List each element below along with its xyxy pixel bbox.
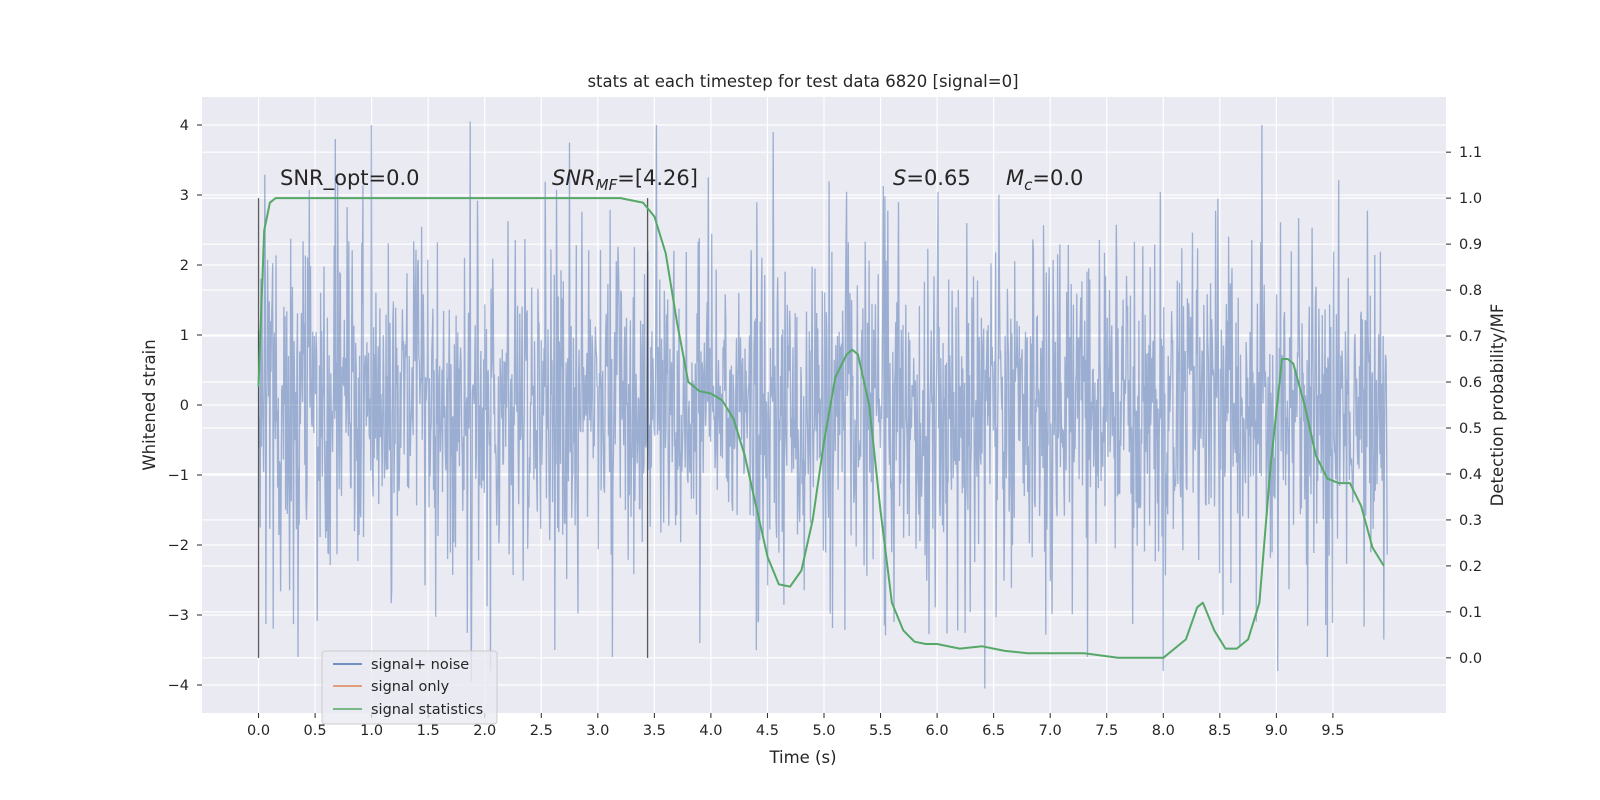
x-tick-label: 9.5: [1321, 723, 1344, 739]
annotation-mc: Mc=0.0: [1006, 166, 1083, 194]
x-tick-label: 5.0: [812, 723, 835, 739]
y-tick-label-right: 0.5: [1459, 421, 1482, 437]
x-tick-label: 7.5: [1095, 723, 1118, 739]
y-tick-label-left: 2: [180, 258, 189, 274]
x-tick-label: 5.5: [869, 723, 892, 739]
y-tick-label-left: 3: [180, 188, 189, 204]
y-tick-label-right: 0.0: [1459, 651, 1482, 667]
mc-subscript: c: [1024, 176, 1033, 194]
marker-lines: [257, 198, 649, 658]
snr-mf-value: =[4.26]: [617, 166, 698, 190]
legend-label-signal-noise: signal+ noise: [371, 657, 469, 673]
chart-title: stats at each timestep for test data 682…: [587, 72, 1018, 91]
y-tick-label-left: −4: [168, 678, 189, 694]
y-tick-label-left: 1: [180, 328, 189, 344]
x-tick-label: 2.0: [473, 723, 496, 739]
legend-label-signal-statistics: signal statistics: [371, 702, 483, 718]
x-tick-label: 0.5: [304, 723, 327, 739]
x-tick-label: 4.0: [699, 723, 722, 739]
x-axis-ticks: 0.0 0.5 1.0 1.5 2.0 2.5 3.0 3.5 4.0 4.5 5.0 5.5 6.0 6…: [247, 713, 1344, 739]
y-axis-label-left: Whitened strain: [140, 339, 159, 470]
x-tick-label: 4.5: [756, 723, 779, 739]
s-symbol: S: [893, 166, 906, 190]
y-tick-label-right: 1.0: [1459, 191, 1482, 207]
x-tick-label: 8.0: [1152, 723, 1175, 739]
right-axis-ticks: 0.0 0.1 0.2 0.3 0.4 0.5 0.6 0.7 0.8 0.9 1.0 1.1: [1446, 145, 1482, 667]
y-tick-label-right: 0.8: [1459, 283, 1482, 299]
y-tick-label-right: 0.9: [1459, 237, 1482, 253]
signal-statistics-series: [257, 197, 1385, 659]
x-tick-label: 1.0: [360, 723, 383, 739]
x-tick-label: 0.0: [247, 723, 270, 739]
signal-statistics-line: [257, 197, 1385, 659]
y-tick-label-right: 0.2: [1459, 559, 1482, 575]
snr-mf-symbol: SNR: [552, 166, 596, 190]
y-axis-label-right: Detection probability/MF: [1488, 304, 1507, 507]
y-tick-label-right: 0.6: [1459, 375, 1482, 391]
x-tick-label: 1.5: [417, 723, 440, 739]
y-tick-label-left: −1: [168, 468, 189, 484]
annotations: SNR_opt=0.0 SNRMF=[4.26] S=0.65 Mc=0.0: [280, 166, 1083, 194]
signal-noise-series: [257, 121, 1388, 689]
y-tick-label-right: 1.1: [1459, 145, 1482, 161]
y-tick-label-right: 0.3: [1459, 513, 1482, 529]
legend-box: [321, 650, 498, 725]
y-tick-label-left: −2: [168, 538, 189, 554]
left-axis-ticks: −4 −3 −2 −1 0 1 2 3 4: [168, 118, 202, 694]
y-tick-label-right: 0.7: [1459, 329, 1482, 345]
annotation-s: S=0.65: [893, 166, 971, 190]
annotation-snr-mf: SNRMF=[4.26]: [552, 166, 698, 194]
x-axis-label: Time (s): [768, 748, 836, 767]
mc-value: =0.0: [1032, 166, 1083, 190]
mc-symbol: M: [1006, 166, 1024, 190]
x-tick-label: 7.0: [1039, 723, 1062, 739]
x-tick-label: 3.0: [586, 723, 609, 739]
signal-noise-line: [257, 121, 1388, 689]
legend: signal+ noise signal only signal statist…: [321, 650, 498, 725]
legend-label-signal-only: signal only: [371, 679, 450, 695]
x-tick-label: 6.0: [926, 723, 949, 739]
x-tick-label: 9.0: [1265, 723, 1288, 739]
y-tick-label-right: 0.1: [1459, 605, 1482, 621]
x-tick-label: 3.5: [643, 723, 666, 739]
y-tick-label-left: −3: [168, 608, 189, 624]
y-tick-label-left: 4: [180, 118, 189, 134]
annotation-snr-opt: SNR_opt=0.0: [280, 166, 420, 191]
snr-mf-subscript: MF: [596, 176, 618, 194]
y-tick-label-right: 0.4: [1459, 467, 1482, 483]
x-tick-label: 6.5: [982, 723, 1005, 739]
s-value: =0.65: [906, 166, 970, 190]
y-tick-label-left: 0: [180, 398, 189, 414]
x-tick-label: 2.5: [530, 723, 553, 739]
x-tick-label: 8.5: [1208, 723, 1231, 739]
